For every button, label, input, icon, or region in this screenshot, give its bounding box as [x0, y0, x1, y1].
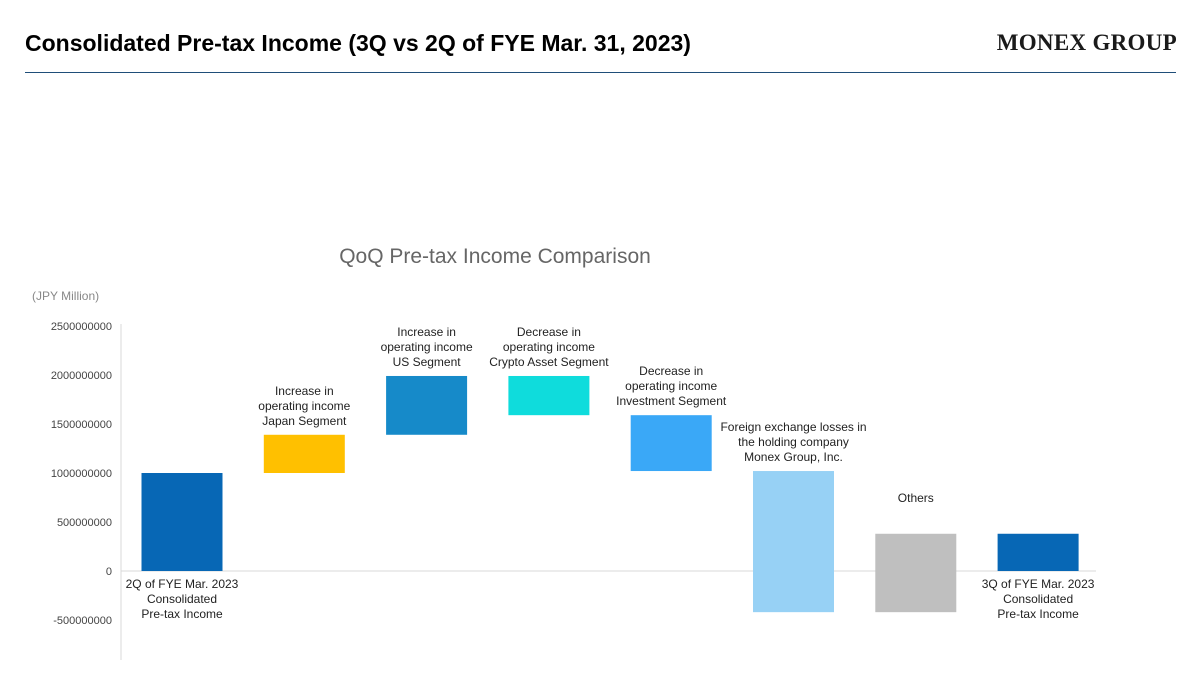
y-axis-unit-label: (JPY Million) — [32, 289, 99, 303]
bar-label-line: operating income — [503, 340, 595, 354]
y-tick-label: 2500000000 — [51, 321, 112, 333]
bar-label: Foreign exchange losses in the holding co… — [720, 420, 866, 464]
bar-label: Decrease in operating income Crypto Asset … — [489, 325, 609, 369]
bar-label-line: Investment Segment — [616, 394, 727, 408]
y-axis-ticks: 2500000000 2000000000 1500000000 1000000000… — [51, 321, 112, 627]
bar-label: 2Q of FYE Mar. 2023 Consolidated Pre-tax I… — [126, 577, 239, 621]
y-tick-label: 2000000000 — [51, 370, 112, 382]
company-logo: MONEX GROUP — [996, 30, 1177, 55]
bar-label-line: 2Q of FYE Mar. 2023 — [126, 577, 239, 591]
bar-label: Increase in operating income US Segment — [381, 325, 473, 369]
bar-labels: 2Q of FYE Mar. 2023 Consolidated Pre-tax I… — [126, 325, 1095, 621]
waterfall-bar — [753, 471, 834, 613]
bar-label-line: Consolidated — [147, 592, 217, 606]
bar-label-line: Pre-tax Income — [141, 607, 223, 621]
chart-title: QoQ Pre-tax Income Comparison — [339, 245, 651, 268]
bar-label-line: Monex Group, Inc. — [744, 450, 843, 464]
bar-label-line: operating income — [381, 340, 473, 354]
waterfall-bar — [386, 375, 468, 435]
waterfall-bar — [263, 434, 345, 473]
waterfall-bar — [630, 415, 712, 472]
waterfall-bar — [875, 533, 957, 613]
bar-label-line: Crypto Asset Segment — [489, 355, 609, 369]
y-tick-label: 1000000000 — [51, 468, 112, 480]
y-tick-label: 0 — [106, 566, 112, 578]
header-divider — [25, 72, 1176, 73]
bar-label: 3Q of FYE Mar. 2023 Consolidated Pre-tax I… — [982, 577, 1095, 621]
bar-label-line: the holding company — [738, 435, 849, 449]
y-tick-label: -500000000 — [53, 615, 112, 627]
y-tick-label: 500000000 — [57, 517, 112, 529]
bar-label-line: Consolidated — [1003, 592, 1073, 606]
bar-label-line: Decrease in — [639, 364, 703, 378]
bar-label-line: Foreign exchange losses in — [720, 420, 866, 434]
bar-label: Others — [898, 491, 934, 505]
bar-label-line: 3Q of FYE Mar. 2023 — [982, 577, 1095, 591]
bar-label-line: Decrease in — [517, 325, 581, 339]
bar-label-line: US Segment — [393, 355, 462, 369]
waterfall-bar — [508, 375, 590, 416]
bar-label-line: Increase in — [397, 325, 456, 339]
bar-series — [141, 375, 1079, 613]
bar-label-line: Pre-tax Income — [997, 607, 1079, 621]
bar-label-line: Japan Segment — [262, 414, 347, 428]
bar-label: Increase in operating income Japan Segment — [258, 384, 350, 428]
waterfall-bar — [141, 473, 223, 571]
bar-label-line: Others — [898, 491, 934, 505]
bar-label-line: operating income — [625, 379, 717, 393]
bar-label-line: operating income — [258, 399, 350, 413]
bar-label: Decrease in operating income Investment Se… — [616, 364, 727, 408]
waterfall-bar — [997, 533, 1079, 571]
bar-label-line: Increase in — [275, 384, 334, 398]
page-title: Consolidated Pre-tax Income (3Q vs 2Q of… — [25, 30, 691, 56]
y-tick-label: 1500000000 — [51, 419, 112, 431]
